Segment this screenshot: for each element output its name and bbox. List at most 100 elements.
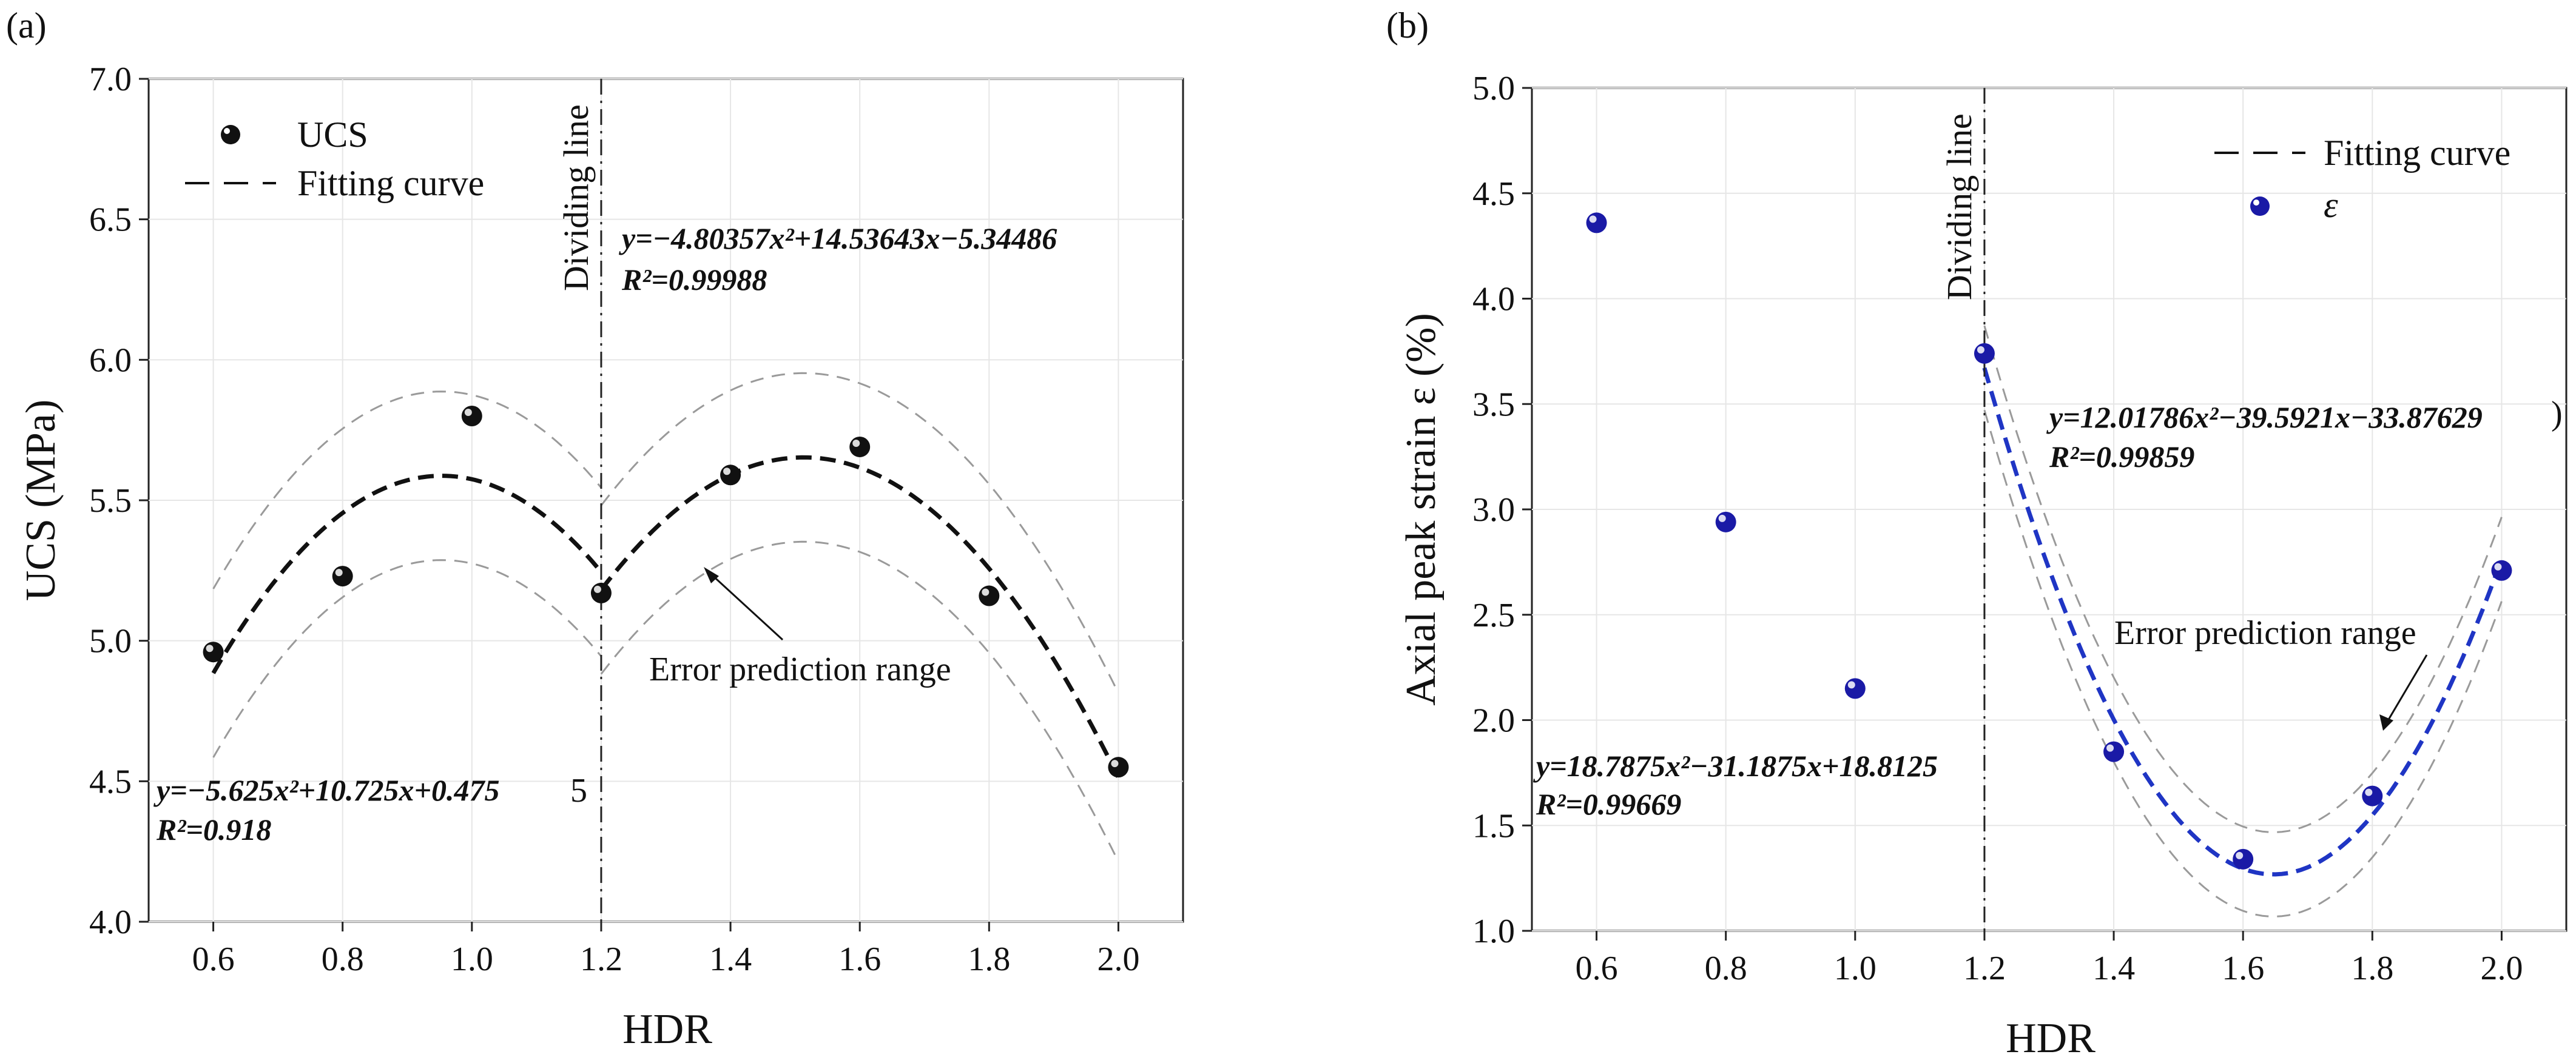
data-point [461, 406, 482, 426]
data-point-highlight [206, 645, 214, 652]
data-point-dot [332, 566, 353, 587]
data-point [2362, 785, 2383, 807]
y-tick-label: 5.0 [89, 623, 132, 660]
error-band-lower [1983, 409, 2503, 917]
data-point-dot [2233, 848, 2254, 870]
data-point-dot [1586, 212, 1607, 233]
legend-label-fit-b: Fitting curve [2324, 133, 2510, 173]
data-point-highlight [1718, 514, 1726, 522]
y-tick-label: 3.5 [1472, 386, 1515, 423]
x-tick-label: 0.8 [322, 941, 364, 978]
stray-mark-a: 5 [570, 772, 587, 810]
y-ticks-a: 4.0 4.5 5.0 5.5 6.0 6.5 7.0 [89, 61, 149, 941]
data-point-dot [720, 465, 741, 486]
legend-label-strain: ε [2324, 185, 2338, 225]
y-tick-label: 6.0 [89, 341, 132, 379]
data-point-dot [979, 585, 1000, 606]
data-point-dot [1715, 511, 1736, 532]
fit-curve-segment [1982, 367, 2504, 877]
y-tick-label: 4.0 [89, 904, 132, 941]
annotation-arrow-a [709, 572, 784, 641]
x-tick-label: 1.0 [1834, 950, 1876, 987]
data-point-highlight [723, 468, 731, 475]
r2-right-b: R²=0.99859 [2049, 440, 2194, 474]
y-ticks-b: 1.0 1.5 2.0 2.5 3.0 3.5 4.0 4.5 5.0 [1472, 70, 1532, 950]
equation-left-a: y=−5.625x²+10.725x+0.475 [153, 773, 499, 807]
legend-marker-highlight [224, 128, 230, 134]
x-tick-label: 0.6 [192, 941, 235, 978]
data-point-highlight [1589, 215, 1597, 223]
error-range-annotation-a: Error prediction range [649, 651, 951, 688]
error-band-lower [600, 540, 1119, 862]
fit-curve-segment [599, 455, 1121, 779]
data-point-highlight [593, 585, 601, 593]
data-point [1974, 343, 1995, 364]
data-point-highlight [852, 439, 860, 447]
y-axis-title-a: UCS (MPa) [18, 400, 64, 602]
data-point-highlight [2236, 851, 2244, 859]
error-band-upper [212, 391, 602, 589]
error-range-annotation-b: Error prediction range [2114, 614, 2416, 652]
data-point-dot [849, 436, 871, 457]
grid-a [149, 78, 1183, 922]
data-point [720, 465, 741, 486]
fitting-curve-b [1982, 367, 2504, 877]
x-tick-label: 0.8 [1705, 950, 1747, 987]
data-point-dot [590, 582, 612, 603]
legend-label-ucs: UCS [297, 115, 368, 155]
panel-b-strain-chart: (b) Dividing line 0.6 0.8 1.0 1.2 1.4 1.6 1.8 2… [1386, 5, 2568, 1060]
error-band-lower [212, 559, 602, 758]
fit-curve-segment [211, 474, 603, 674]
annotation-arrow-b [2386, 654, 2428, 722]
panel-a-ucs-chart: (a) Dividing line 0.6 0.8 1.0 1.2 1.4 1.6 1.8 2… [6, 5, 1184, 1053]
y-tick-label: 2.5 [1472, 597, 1515, 634]
r2-right-a: R²=0.99988 [621, 263, 767, 297]
y-tick-label: 5.0 [1472, 70, 1515, 107]
r2-left-b: R²=0.99669 [1536, 787, 1681, 821]
x-tick-label: 1.2 [580, 941, 622, 978]
x-tick-label: 1.8 [968, 941, 1010, 978]
ucs-markers [203, 406, 1129, 778]
y-axis-title-b: Axial peak strain ε (%) [1398, 313, 1445, 706]
equation-left-b: y=18.7875x²−31.1875x+18.8125 [1533, 749, 1938, 783]
data-point-dot [2491, 560, 2512, 581]
legend-marker-strain [2250, 196, 2270, 216]
data-point-highlight [335, 569, 343, 577]
y-tick-label: 1.0 [1472, 913, 1515, 950]
data-point [979, 585, 1000, 606]
data-point [849, 436, 871, 457]
data-point-highlight [982, 588, 990, 596]
data-point [1108, 757, 1129, 778]
data-point [2103, 741, 2125, 762]
data-point-dot [1974, 343, 1995, 364]
x-axis-title-b: HDR [2006, 1015, 2096, 1060]
data-point-dot [2103, 741, 2125, 762]
data-point-dot [1108, 757, 1129, 778]
fitting-curve-a [211, 455, 1121, 779]
data-point [2491, 560, 2512, 581]
annotation-arrowhead-b [2379, 714, 2393, 731]
error-band-upper [1983, 325, 2503, 833]
y-tick-label: 3.0 [1472, 491, 1515, 529]
x-tick-label: 1.8 [2351, 950, 2393, 987]
legend-label-fit-a: Fitting curve [297, 163, 484, 203]
x-tick-label: 1.2 [1963, 950, 2006, 987]
legend-a: UCS Fitting curve [185, 115, 484, 203]
x-tick-label: 2.0 [1097, 941, 1139, 978]
data-point-highlight [2494, 563, 2502, 571]
y-tick-label: 4.0 [1472, 281, 1515, 318]
data-point-highlight [1111, 760, 1119, 768]
equation-right-b: y=12.01786x²−39.5921x−33.87629 [2046, 400, 2483, 434]
y-tick-label: 1.5 [1472, 807, 1515, 845]
strain-markers [1586, 212, 2512, 870]
y-tick-label: 7.0 [89, 61, 132, 98]
y-tick-label: 4.5 [89, 763, 132, 800]
data-point-highlight [2365, 788, 2373, 796]
data-point-dot [2362, 785, 2383, 807]
x-tick-label: 1.4 [2092, 950, 2135, 987]
stray-mark-b: ) [2551, 395, 2563, 432]
legend-b: Fitting curve ε [2214, 133, 2510, 225]
data-point [203, 642, 224, 663]
data-point-highlight [464, 409, 472, 416]
